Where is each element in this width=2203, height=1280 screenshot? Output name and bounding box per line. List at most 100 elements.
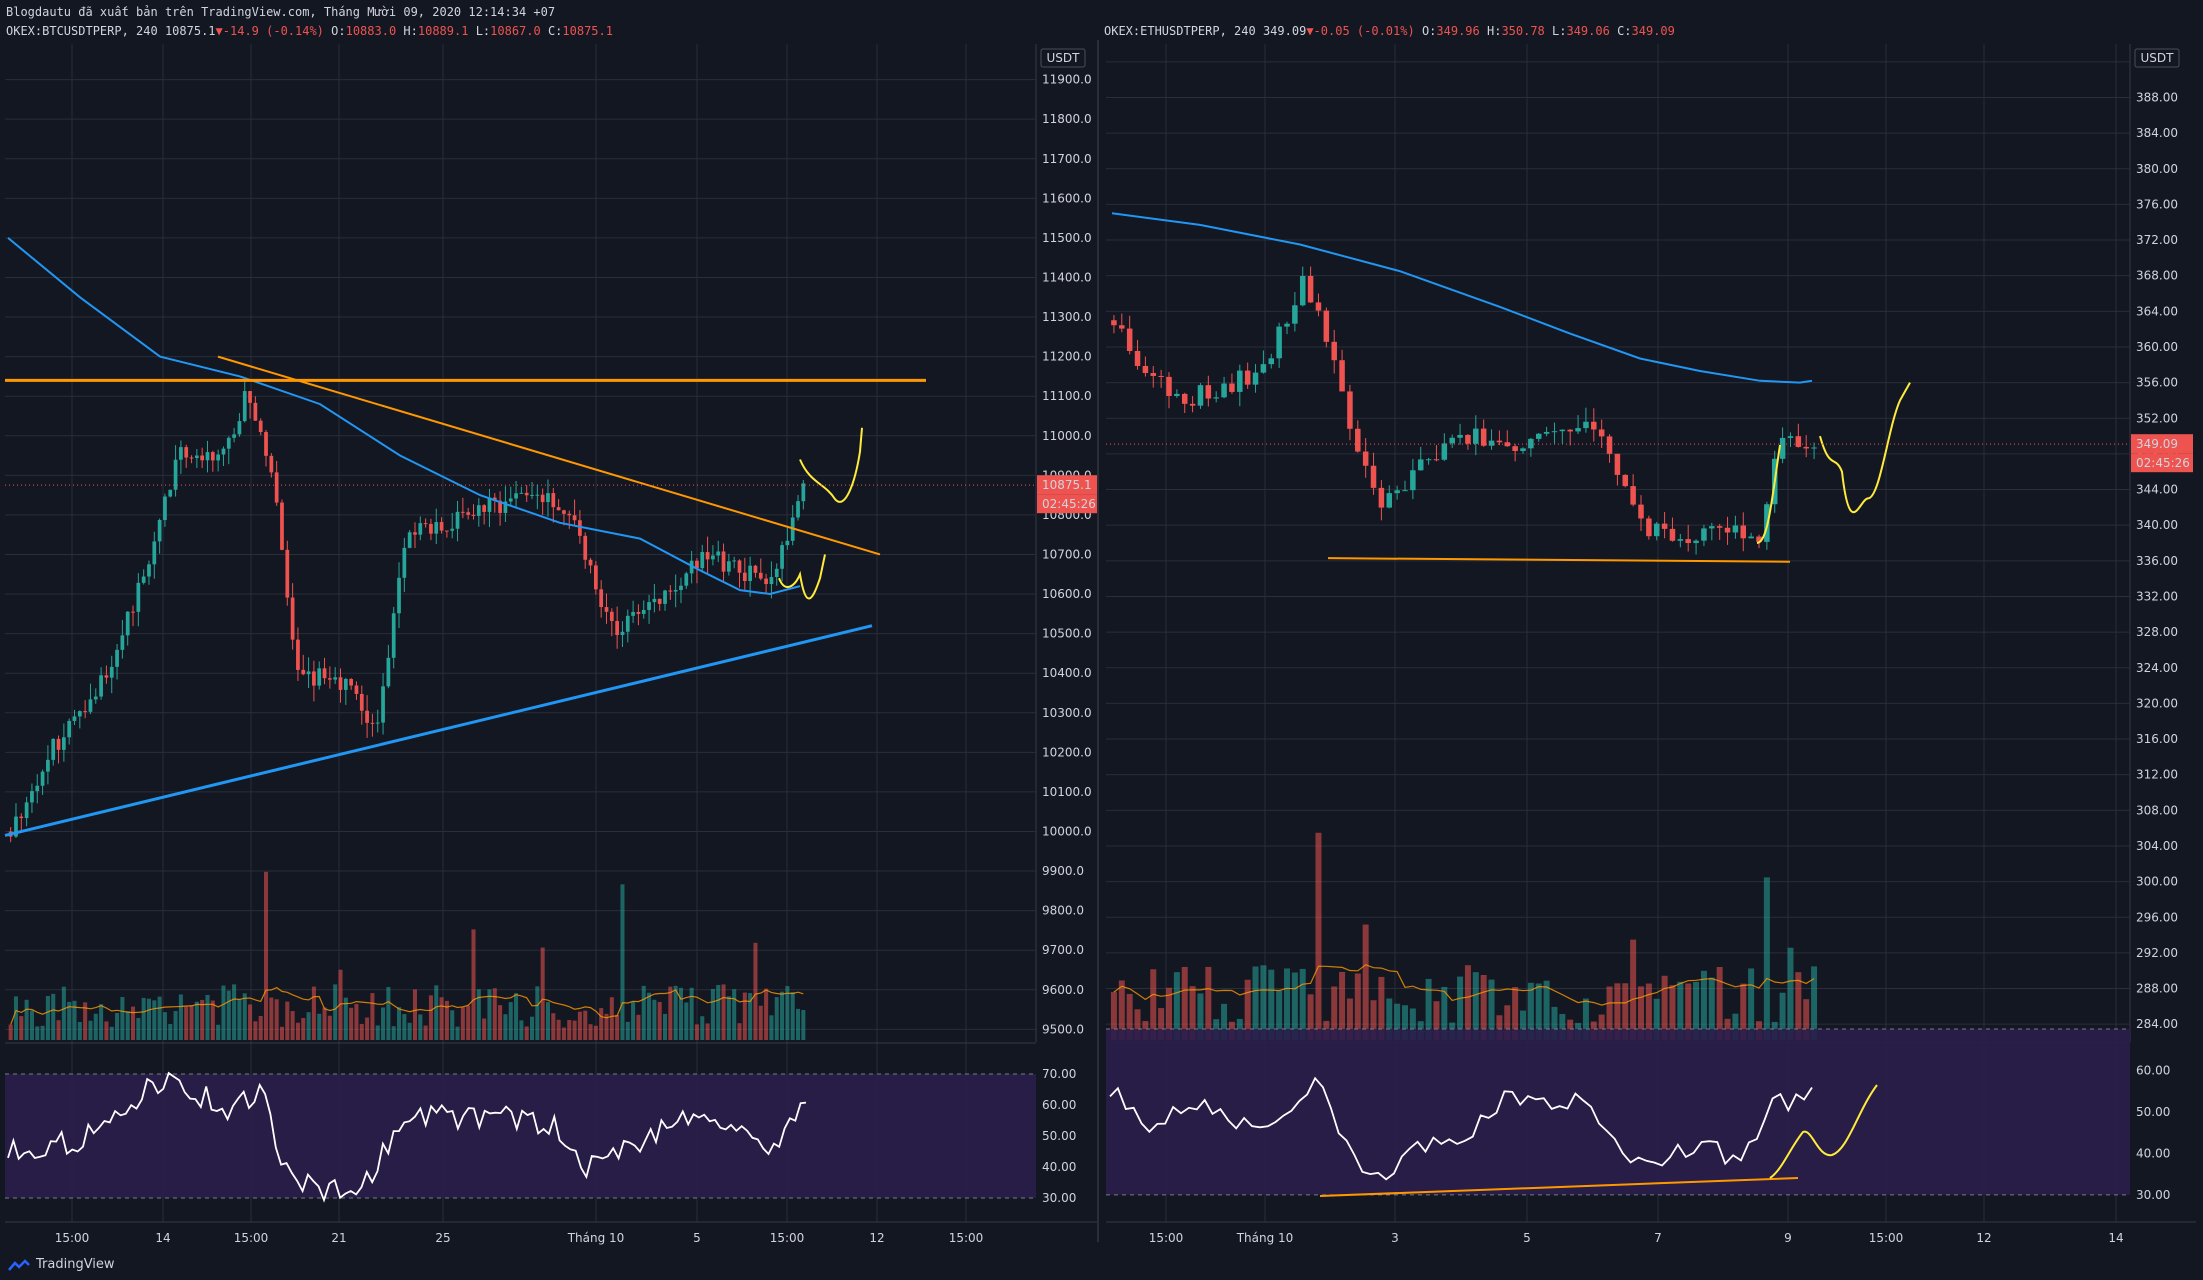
candle-body [99, 675, 103, 697]
candle-body [216, 454, 221, 461]
candle-body [221, 448, 226, 455]
volume-bar [684, 1002, 689, 1040]
candle-body [1331, 341, 1337, 361]
candle-body [173, 459, 178, 490]
volume-bar [524, 1026, 529, 1040]
price-tick-label: 10500.0 [1042, 627, 1092, 641]
candle-body [1402, 490, 1408, 492]
candle-body [1716, 526, 1723, 528]
candle-body [572, 515, 577, 521]
candle-body [296, 639, 300, 670]
candle-body [242, 391, 247, 422]
price-tick-label: 10700.0 [1042, 547, 1092, 561]
eth-low: 349.06 [1566, 24, 1610, 38]
price-tick-label: 328.00 [2136, 625, 2178, 639]
volume-bar [1685, 983, 1692, 1040]
volume-bar [1197, 993, 1204, 1040]
price-tick-label: 384.00 [2136, 126, 2178, 140]
price-tick-label: 372.00 [2136, 233, 2178, 247]
volume-bar [1748, 968, 1755, 1040]
btc-high: 10889.1 [417, 24, 469, 38]
candle-body [535, 494, 540, 496]
volume-bar [210, 1000, 215, 1040]
candle-body [1181, 393, 1188, 404]
volume-bar [51, 993, 56, 1040]
candle-body [77, 711, 82, 717]
volume-bar [381, 1007, 386, 1040]
price-tick-label: 11000.0 [1042, 429, 1092, 443]
rsi-tick-label: 40.00 [2136, 1146, 2170, 1160]
projection-curve-eth-lower [1756, 444, 1781, 544]
candle-body [1268, 358, 1275, 365]
volume-bar [77, 1021, 82, 1040]
btc-candles [8, 381, 806, 843]
volume-bar [99, 1004, 104, 1040]
candle-body [1150, 373, 1157, 376]
price-tick-label: 10600.0 [1042, 587, 1092, 601]
volume-bar [115, 1012, 120, 1040]
rsi-line [1109, 1076, 1813, 1181]
time-tick-label: 21 [331, 1231, 346, 1245]
volume-bar [1480, 974, 1487, 1040]
candle-body [1362, 451, 1369, 466]
rsi-band [1106, 1028, 2130, 1195]
volume-bar [162, 1012, 167, 1040]
candle-body [402, 547, 407, 578]
volume-bar [136, 1017, 141, 1040]
candle-body [1803, 446, 1809, 449]
volume-bar [1512, 987, 1519, 1040]
volume-bar [1370, 1000, 1377, 1040]
volume-bar [647, 992, 652, 1040]
volume-bar [1645, 983, 1652, 1040]
candle-body [200, 455, 205, 461]
candle-body [1449, 437, 1455, 444]
price-tick-label: 324.00 [2136, 661, 2178, 675]
candle-body [524, 492, 529, 496]
rsi-tick-label: 60.00 [1042, 1098, 1076, 1112]
candle-body [61, 737, 66, 750]
volume-bar [333, 984, 338, 1040]
candle-body [274, 472, 279, 503]
volume-bar [678, 987, 684, 1040]
volume-bar [668, 986, 673, 1040]
candle-body [1606, 436, 1613, 454]
candle-body [1142, 365, 1149, 374]
countdown-badge [1037, 494, 1099, 514]
volume-bar [8, 1024, 13, 1040]
volume-bar [88, 1020, 93, 1040]
candle-body [1323, 310, 1330, 342]
candle-body [1583, 421, 1589, 429]
volume-bar [1763, 877, 1770, 1040]
eth-symbol: OKEX:ETHUSDTPERP, 240 [1104, 24, 1256, 38]
candle-body [1661, 523, 1668, 529]
candle-body [774, 568, 779, 578]
volume-bar [402, 1014, 407, 1040]
volume-bar [221, 985, 226, 1040]
volume-bar [1307, 994, 1314, 1040]
candle-body [593, 565, 598, 590]
candle-body [1378, 487, 1385, 508]
volume-bar [705, 1023, 710, 1040]
volume-bar [349, 1007, 354, 1040]
volume-bar [1166, 987, 1172, 1040]
volume-bar [258, 1015, 263, 1040]
candle-body [445, 530, 449, 532]
price-tick-label: 11600.0 [1042, 191, 1092, 205]
volume-bar [1693, 981, 1700, 1040]
volume-bar [700, 1016, 705, 1040]
price-tick-label: 292.00 [2136, 946, 2178, 960]
time-tick-label: 12 [869, 1231, 884, 1245]
volume-bar [1638, 986, 1644, 1040]
time-tick-label: 15:00 [949, 1231, 984, 1245]
projection-curve-lower [778, 554, 826, 600]
price-tick-label: 10300.0 [1042, 706, 1092, 720]
btc-change: -14.9 (-0.14%) [222, 24, 324, 38]
last-price-label: 10875.1 [1042, 478, 1092, 492]
volume-bar [391, 1026, 396, 1040]
volume-bar [556, 1019, 561, 1040]
candle-body [120, 635, 125, 650]
volume-bar [460, 1007, 465, 1040]
countdown-label: 02:45:26 [2136, 456, 2190, 470]
price-tick-label: 11900.0 [1042, 73, 1092, 87]
